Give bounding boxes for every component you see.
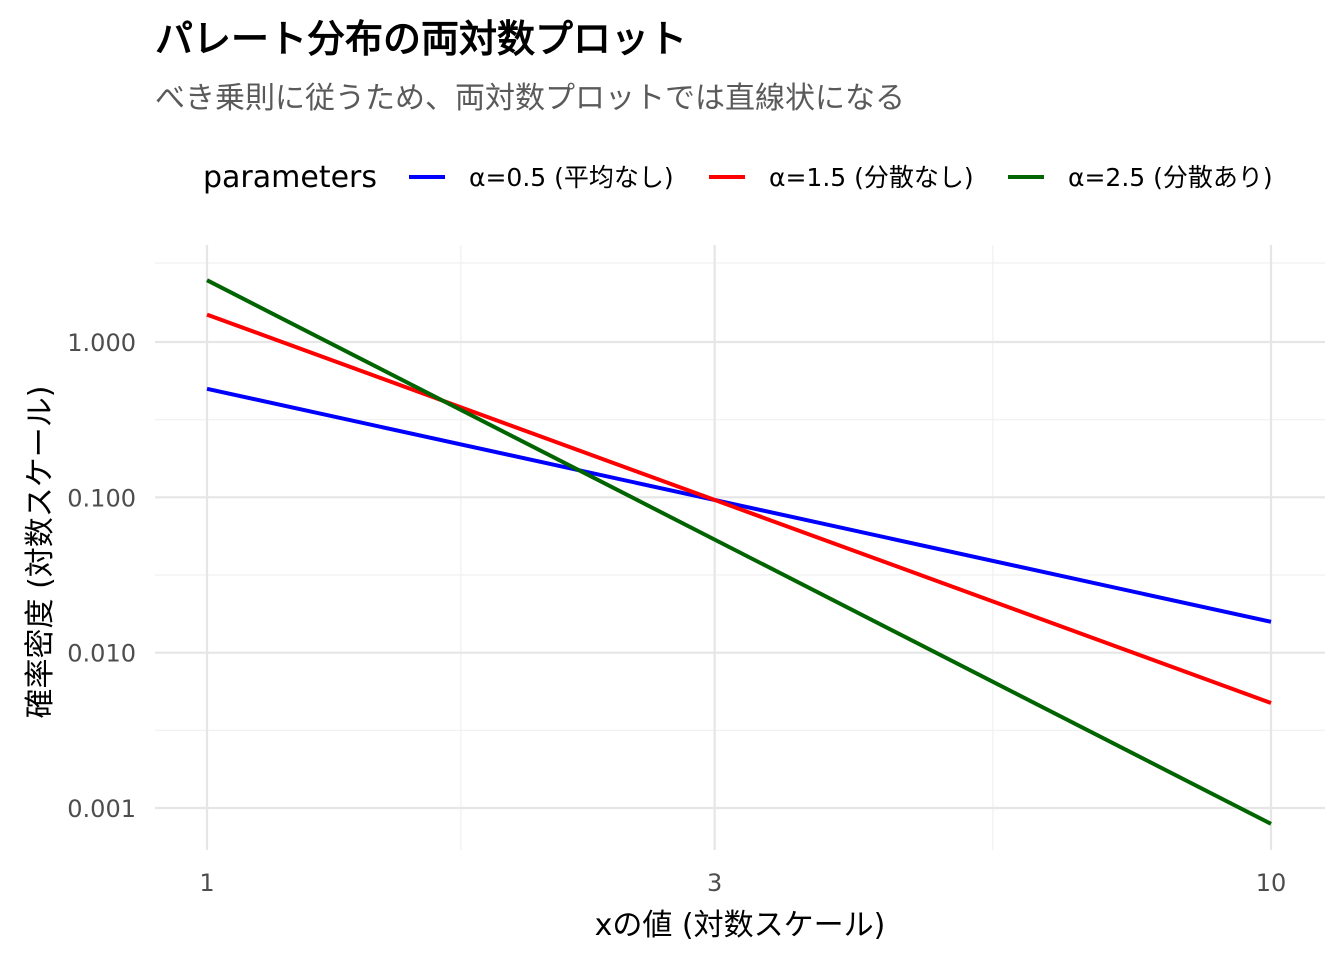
series-lines (206, 278, 1272, 826)
y-tick-label: 1.000 (67, 329, 136, 357)
chart-subtitle: べき乗則に従うため、両対数プロットでは直線状になる (155, 81, 905, 116)
axis-ticks: 0.001 0.010 0.100 1.000 1 3 10 (67, 329, 1286, 897)
x-tick-label: 10 (1256, 869, 1287, 897)
y-tick-label: 0.100 (67, 484, 136, 512)
y-axis-title: 確率密度 (対数スケール) (23, 386, 58, 719)
legend-label: α=1.5 (分散なし) (769, 163, 974, 192)
series-line-alpha-0_5 (206, 386, 1272, 624)
grid (155, 245, 1325, 850)
legend-title: parameters (203, 160, 377, 195)
chart-title: パレート分布の両対数プロット (155, 17, 687, 61)
legend-label: α=2.5 (分散あり) (1068, 163, 1273, 192)
x-axis-title: xの値 (対数スケール) (595, 908, 886, 943)
y-tick-label: 0.001 (67, 795, 136, 823)
legend: parameters α=0.5 (平均なし) α=1.5 (分散なし) α=2.5… (203, 160, 1273, 195)
legend-label: α=0.5 (平均なし) (469, 163, 674, 192)
series-line-alpha-2_5 (206, 278, 1272, 826)
x-tick-label: 3 (707, 869, 722, 897)
series-line-alpha-1_5 (206, 312, 1272, 705)
x-tick-label: 1 (199, 869, 214, 897)
y-tick-label: 0.010 (67, 640, 136, 668)
